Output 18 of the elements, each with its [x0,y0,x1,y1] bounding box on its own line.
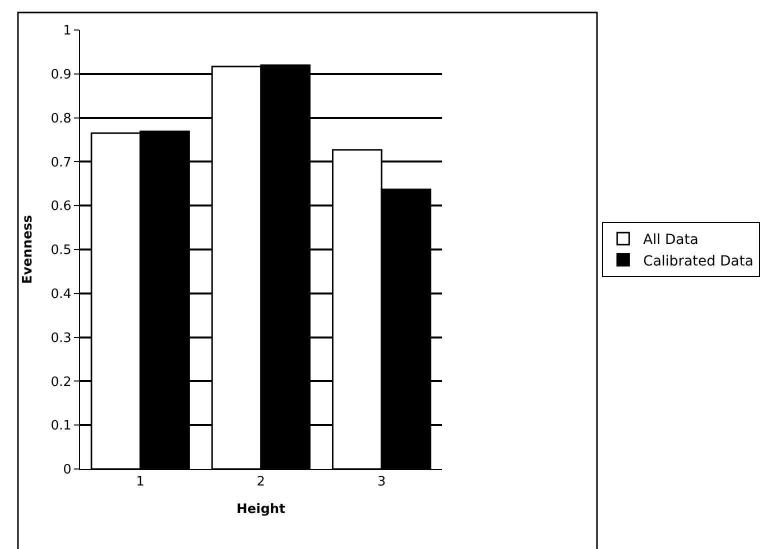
y-tick-label: 0.9 [50,67,72,82]
x-tick-label: 2 [256,474,266,490]
y-tick-label: 0.7 [50,155,72,170]
y-tick-label: 1 [63,24,72,39]
x-tick-label: 1 [136,474,144,490]
y-axis-title: Evenness [20,214,36,284]
y-tick-label: 0.5 [50,243,72,258]
y-tick-label: 0.2 [50,374,72,390]
y-tick-label: 0.6 [50,199,72,214]
y-tick-label: 0 [63,462,72,478]
x-tick-label: 3 [377,474,386,490]
x-axis-title: Height [236,502,286,518]
y-tick-label: 0.3 [50,330,72,346]
legend-label: Calibrated Data [643,253,754,270]
y-tick-label: 0.8 [50,111,72,126]
y-tick-label: 0.4 [50,286,72,302]
y-tick-label: 0.1 [50,418,72,434]
legend-label: All Data [643,232,698,248]
